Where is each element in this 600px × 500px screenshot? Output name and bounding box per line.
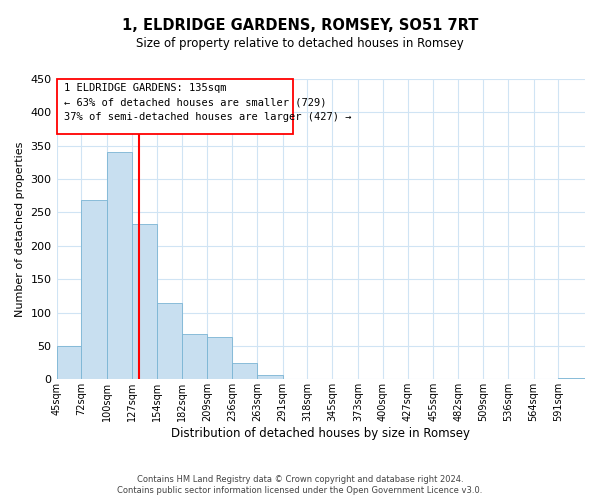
Bar xyxy=(257,374,283,380)
Text: 1 ELDRIDGE GARDENS: 135sqm
← 63% of detached houses are smaller (729)
37% of sem: 1 ELDRIDGE GARDENS: 135sqm ← 63% of deta… xyxy=(64,83,352,122)
Bar xyxy=(132,224,157,380)
Text: Contains public sector information licensed under the Open Government Licence v3: Contains public sector information licen… xyxy=(118,486,482,495)
X-axis label: Distribution of detached houses by size in Romsey: Distribution of detached houses by size … xyxy=(171,427,470,440)
Bar xyxy=(182,334,207,380)
Bar xyxy=(56,346,82,380)
Bar xyxy=(207,338,232,380)
Y-axis label: Number of detached properties: Number of detached properties xyxy=(15,142,25,317)
Bar xyxy=(358,378,383,380)
Bar xyxy=(157,303,182,380)
Text: Size of property relative to detached houses in Romsey: Size of property relative to detached ho… xyxy=(136,38,464,51)
Bar xyxy=(107,152,132,380)
Bar xyxy=(82,200,107,380)
Bar xyxy=(232,362,257,380)
Bar xyxy=(559,378,585,380)
Text: Contains HM Land Registry data © Crown copyright and database right 2024.: Contains HM Land Registry data © Crown c… xyxy=(137,475,463,484)
Text: 1, ELDRIDGE GARDENS, ROMSEY, SO51 7RT: 1, ELDRIDGE GARDENS, ROMSEY, SO51 7RT xyxy=(122,18,478,32)
Bar xyxy=(56,79,293,134)
